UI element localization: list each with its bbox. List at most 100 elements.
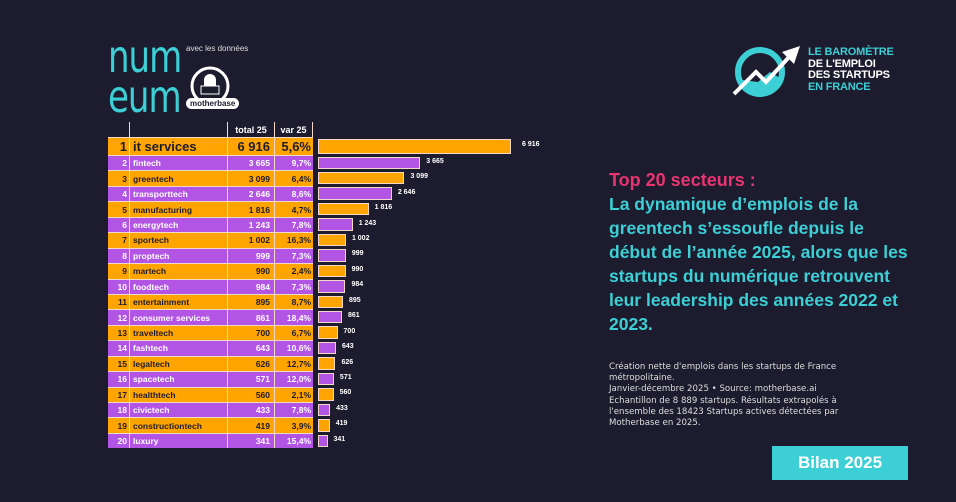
var-cell: 10,6%	[286, 343, 311, 354]
col-total-header: total 25	[228, 122, 275, 137]
source-note: Création nette d'emplois dans les startu…	[609, 362, 849, 429]
var-cell: 3,9%	[291, 420, 311, 431]
bar-value-label: 419	[335, 420, 348, 428]
var-cell: 7,8%	[291, 405, 311, 416]
barometer-line: EN FRANCE	[808, 80, 871, 93]
sector-cell: martech	[130, 264, 228, 279]
var-cell: 12,0%	[286, 374, 311, 385]
avec-label: avec les données	[186, 44, 249, 53]
headline: La dynamique d’emplois de la greentech s…	[609, 194, 908, 334]
bar-value-label: 1 002	[351, 234, 370, 242]
bar-value-label: 626	[341, 358, 354, 366]
bar	[318, 326, 338, 339]
bar	[318, 156, 421, 169]
rank-cell: 4	[108, 186, 130, 202]
bar-value-label: 6 916	[522, 141, 540, 148]
var-cell: 7,8%	[291, 219, 311, 230]
sector-cell: traveltech	[130, 325, 228, 341]
sector-cell: foodtech	[130, 279, 228, 294]
table-header: total 25 var 25	[108, 122, 313, 137]
bar	[318, 295, 343, 308]
total-cell: 1 002	[228, 233, 275, 248]
bar-chart: 6 916 3 665 3 099 2 646 1 816 1 243 1 002 999 99…	[313, 137, 633, 448]
total-cell: 3 099	[228, 171, 275, 186]
table-row: 8 proptech 999 7,3%	[108, 247, 313, 264]
rank-cell: 15	[108, 356, 130, 372]
sector-cell: healthtech	[130, 387, 228, 402]
sector-cell: fintech	[130, 156, 228, 171]
sector-cell: energytech	[130, 217, 228, 233]
var-cell: 2,4%	[291, 266, 311, 277]
bar	[318, 403, 331, 417]
bar	[318, 233, 346, 247]
bar-value-label: 895	[348, 296, 361, 304]
total-cell: 626	[228, 356, 275, 372]
total-cell: 341	[228, 433, 275, 449]
table-row: 1 it services 6 916 5,6%	[108, 137, 313, 155]
bar-value-label: 3 665	[426, 157, 444, 165]
bar-value-label: 990	[351, 265, 364, 273]
bar-value-label: 1 816	[374, 204, 393, 212]
bar	[318, 202, 369, 216]
var-cell: 15,4%	[286, 436, 311, 447]
total-cell: 700	[228, 325, 275, 341]
bar	[318, 249, 346, 262]
table-row: 18 civictech 433 7,8%	[108, 402, 313, 418]
bar	[318, 280, 346, 293]
numeum-logo: num eum	[108, 31, 182, 124]
rank-cell: 3	[108, 171, 130, 186]
sector-cell: manufacturing	[130, 202, 228, 217]
rank-cell: 12	[108, 310, 130, 325]
bar-value-label: 341	[333, 435, 346, 443]
total-cell: 560	[228, 387, 275, 402]
var-cell: 8,6%	[291, 189, 311, 200]
sector-cell: transporttech	[130, 186, 228, 202]
rank-cell: 13	[108, 325, 130, 341]
note-line: Création nette d'emplois dans les startu…	[609, 362, 837, 384]
bar	[318, 419, 330, 432]
total-cell: 419	[228, 418, 275, 433]
rank-cell: 7	[108, 233, 130, 248]
bar-value-label: 700	[343, 327, 356, 335]
bar	[318, 434, 328, 448]
total-cell: 6 916	[228, 138, 275, 155]
barometer-line: LE BAROMÈTRE	[808, 46, 894, 58]
rank-cell: 19	[108, 418, 130, 433]
total-cell: 1 243	[228, 217, 275, 233]
sector-cell: it services	[130, 138, 228, 155]
bar-value-label: 999	[351, 250, 364, 258]
sector-cell: civictech	[130, 403, 228, 418]
sector-cell: fashtech	[130, 341, 228, 356]
barometer-title: LE BAROMÈTRE DE L'EMPLOI DES STARTUPS EN…	[808, 46, 894, 93]
table-row: 16 spacetech 571 12,0%	[108, 371, 313, 387]
rank-cell: 20	[108, 433, 130, 449]
bar	[318, 341, 336, 355]
rank-cell: 17	[108, 387, 130, 402]
rank-cell: 16	[108, 372, 130, 387]
sector-cell: constructiontech	[130, 418, 228, 433]
var-cell: 2,1%	[291, 389, 311, 400]
note-line: Echantillon de 8 889 startups. Résultats…	[609, 395, 839, 429]
sector-cell: spacetech	[130, 372, 228, 387]
var-cell: 6,7%	[291, 328, 311, 339]
bar-value-label: 643	[341, 343, 354, 351]
total-cell: 571	[228, 372, 275, 387]
table-row: 6 energytech 1 243 7,8%	[108, 216, 313, 233]
total-cell: 433	[228, 403, 275, 418]
barometer-line: DES STARTUPS	[808, 69, 890, 81]
bar	[318, 357, 336, 370]
sector-cell: consumer services	[130, 310, 228, 325]
table-row: 20 luxury 341 15,4%	[108, 432, 313, 449]
var-cell: 7,3%	[291, 250, 311, 261]
total-cell: 984	[228, 279, 275, 294]
table-row: 4 transporttech 2 646 8,6%	[108, 185, 313, 202]
rank-cell: 14	[108, 341, 130, 356]
table-row: 19 constructiontech 419 3,9%	[108, 417, 313, 433]
bar	[318, 187, 392, 200]
rank-cell: 1	[108, 138, 130, 155]
rank-cell: 2	[108, 156, 130, 171]
total-cell: 3 665	[228, 156, 275, 171]
bar	[318, 388, 334, 401]
table-row: 9 martech 990 2,4%	[108, 263, 313, 279]
rank-cell: 9	[108, 264, 130, 279]
